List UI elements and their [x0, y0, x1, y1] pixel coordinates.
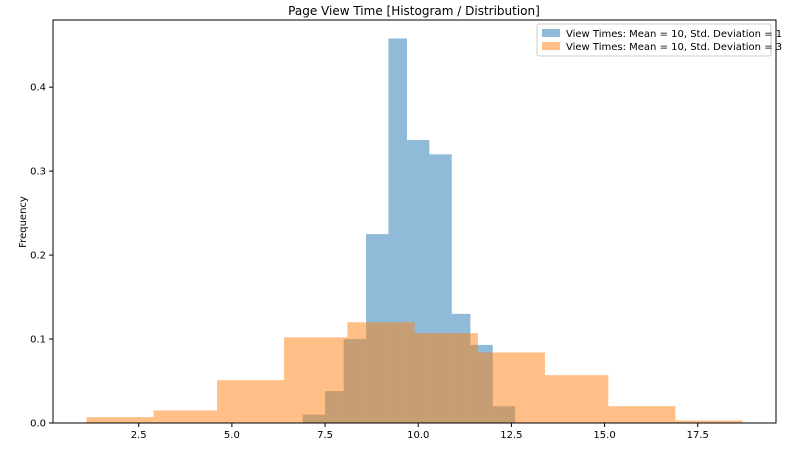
x-tick-label: 17.5 — [687, 430, 709, 441]
y-tick-label: 0.3 — [30, 167, 46, 178]
y-tick-label: 0.0 — [30, 419, 46, 430]
bar-series-2-bin-8 — [544, 375, 609, 423]
y-tick-label: 0.1 — [30, 335, 46, 346]
legend: View Times: Mean = 10, Std. Deviation = … — [536, 23, 782, 57]
bar-series-2-bin-10 — [675, 420, 743, 423]
y-tick-label: 0.4 — [30, 83, 46, 94]
x-tick-label: 7.5 — [317, 430, 333, 441]
legend-swatch-2 — [542, 42, 560, 50]
bar-series-2-bin-7 — [477, 352, 545, 423]
x-tick-label: 15.0 — [593, 430, 615, 441]
legend-box — [536, 23, 772, 57]
bar-series-2-bin-1 — [86, 417, 154, 423]
legend-swatch-1 — [542, 29, 560, 37]
plot-frame — [52, 19, 777, 424]
x-tick-label: 12.5 — [500, 430, 522, 441]
legend-label-2: View Times: Mean = 10, Std. Deviation = … — [566, 42, 782, 53]
y-tick-label: 0.2 — [30, 251, 46, 262]
chart-title: Page View Time [Histogram / Distribution… — [288, 4, 540, 18]
y-axis-label: Frequency — [18, 196, 29, 248]
bar-series-2-bin-3 — [216, 380, 285, 423]
x-tick-label: 5.0 — [224, 430, 240, 441]
bar-series-2-bin-5 — [347, 322, 415, 423]
x-tick-label: 2.5 — [131, 430, 147, 441]
x-tick-label: 10.0 — [407, 430, 429, 441]
bar-series-2-bin-2 — [153, 410, 217, 423]
bars-layer — [86, 38, 743, 424]
legend-label-1: View Times: Mean = 10, Std. Deviation = … — [566, 29, 782, 40]
bar-series-2-bin-9 — [608, 406, 676, 423]
axes-layer: 2.5 5.0 7.5 10.0 12.5 15.0 17.5 0.0 0.1 0.2 0.3 0.4 — [30, 19, 777, 441]
bar-series-2-bin-4 — [284, 337, 348, 423]
bar-series-2-bin-6 — [414, 333, 478, 423]
